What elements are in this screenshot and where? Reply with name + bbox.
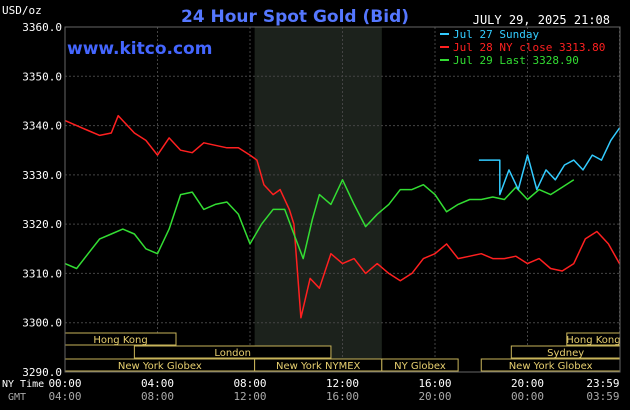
y-tick-label: 3310.0 (22, 267, 62, 280)
y-tick-label: 3330.0 (22, 169, 62, 182)
x-tick-label-ny: 12:00 (326, 377, 359, 390)
session-label: New York Globex (509, 361, 593, 372)
x-tick-label-ny: 23:59 (586, 377, 619, 390)
session-bar (381, 358, 459, 372)
timestamp: JULY 29, 2025 21:08 (473, 13, 610, 27)
x-tick-label-gmt: 16:00 (326, 390, 359, 403)
y-tick-label: 3300.0 (22, 317, 62, 330)
session-label: New York NYMEX (276, 361, 361, 372)
legend: Jul 27 Sunday Jul 28 NY close 3313.80 Ju… (440, 28, 605, 67)
x-row2-label: GMT (8, 392, 26, 403)
y-tick-label: 3290.0 (22, 366, 62, 379)
x-row1-label: NY Time (2, 379, 44, 390)
x-tick-label-ny: 00:00 (48, 377, 81, 390)
session-label: London (214, 348, 251, 359)
watermark-text: www.kitco.com (67, 39, 212, 59)
session-bar (133, 345, 332, 359)
session-label: Hong Kong (93, 335, 147, 346)
x-tick-label-gmt: 20:00 (418, 390, 451, 403)
x-tick-label-gmt: 00:00 (511, 390, 544, 403)
y-tick-label: 3350.0 (22, 70, 62, 83)
legend-entry-2: Jul 28 NY close 3313.80 (453, 41, 605, 54)
chart-title: 24 Hour Spot Gold (Bid) (181, 7, 409, 27)
y-axis-label: USD/oz (2, 4, 42, 17)
x-tick-label-gmt: 04:00 (48, 390, 81, 403)
x-tick-label-gmt: 03:59 (586, 390, 619, 403)
session-label: Hong Kong (566, 335, 620, 346)
series-line-2 (64, 114, 621, 319)
session-label: New York Globex (118, 361, 202, 372)
x-tick-label-gmt: 08:00 (141, 390, 174, 403)
legend-entry-3: Jul 29 Last 3328.90 (453, 54, 579, 67)
x-tick-label-ny: 20:00 (511, 377, 544, 390)
y-tick-label: 3320.0 (22, 218, 62, 231)
x-tick-label-ny: 08:00 (233, 377, 266, 390)
series-line-1 (478, 127, 621, 196)
series-line-3 (64, 179, 575, 270)
plot-border (64, 26, 621, 373)
session-label: Sydney (547, 348, 584, 359)
x-tick-label-gmt: 12:00 (233, 390, 266, 403)
session-label: NY Globex (394, 361, 446, 372)
x-tick-label-ny: 04:00 (141, 377, 174, 390)
y-tick-label: 3340.0 (22, 120, 62, 133)
x-tick-label-ny: 16:00 (418, 377, 451, 390)
y-tick-label: 3360.0 (22, 21, 62, 34)
legend-entry-1: Jul 27 Sunday (453, 28, 539, 41)
